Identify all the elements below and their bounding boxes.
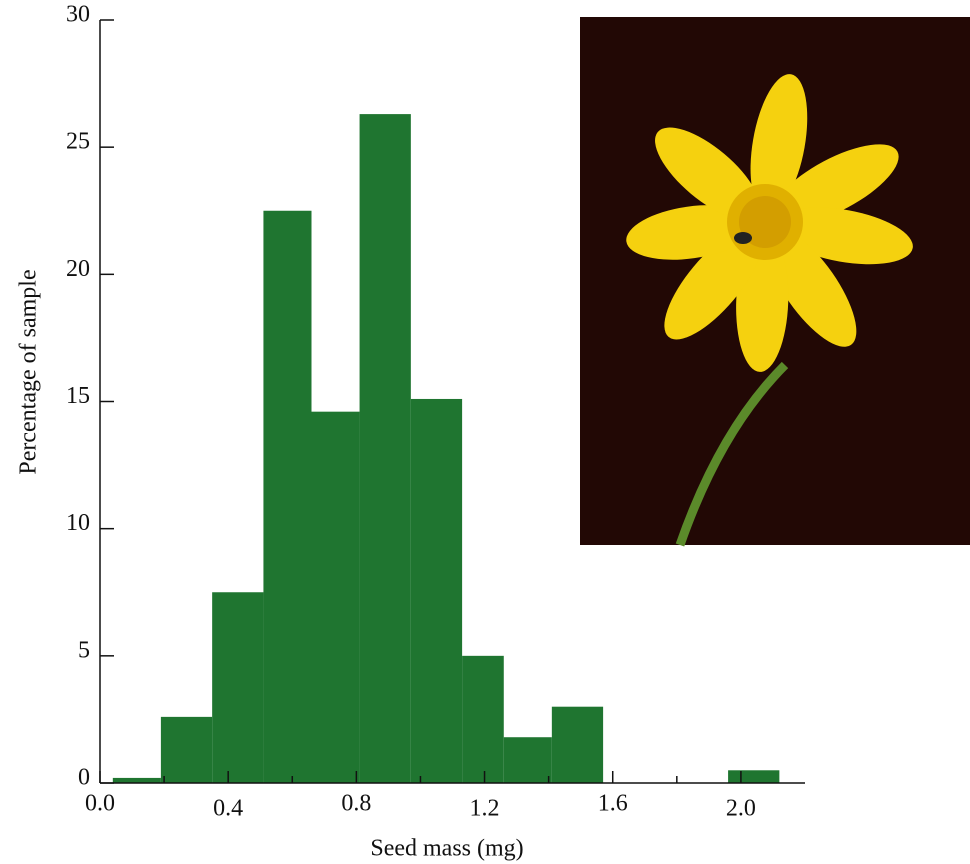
stem xyxy=(675,361,789,547)
x-axis-label: Seed mass (mg) xyxy=(370,836,523,862)
photo-inset xyxy=(580,17,970,547)
y-tick-label: 10 xyxy=(66,510,90,536)
x-tick-label: 0.0 xyxy=(85,791,115,817)
x-tick-label: 2.0 xyxy=(726,796,756,822)
bar xyxy=(410,398,463,783)
y-axis-label: Percentage of sample xyxy=(16,269,42,474)
bar xyxy=(112,777,161,783)
bar xyxy=(551,706,604,783)
y-tick-label: 5 xyxy=(78,637,90,663)
y-tick-label: 20 xyxy=(66,256,90,282)
y-tick-label: 30 xyxy=(66,2,90,28)
x-tick-label: 1.6 xyxy=(598,791,628,817)
x-tick-label: 0.8 xyxy=(341,791,371,817)
bar xyxy=(263,210,312,783)
x-tick-label: 0.4 xyxy=(213,796,243,822)
flower xyxy=(626,74,913,372)
bar xyxy=(212,592,264,783)
bar xyxy=(728,770,780,783)
bar xyxy=(359,114,411,783)
bar xyxy=(503,737,552,783)
y-tick-label: 0 xyxy=(78,765,90,791)
bar xyxy=(160,716,213,783)
y-tick-label: 25 xyxy=(66,129,90,155)
bar xyxy=(311,411,360,783)
x-tick-label: 1.2 xyxy=(470,796,500,822)
bar xyxy=(462,655,504,783)
y-tick-label: 15 xyxy=(66,383,90,409)
